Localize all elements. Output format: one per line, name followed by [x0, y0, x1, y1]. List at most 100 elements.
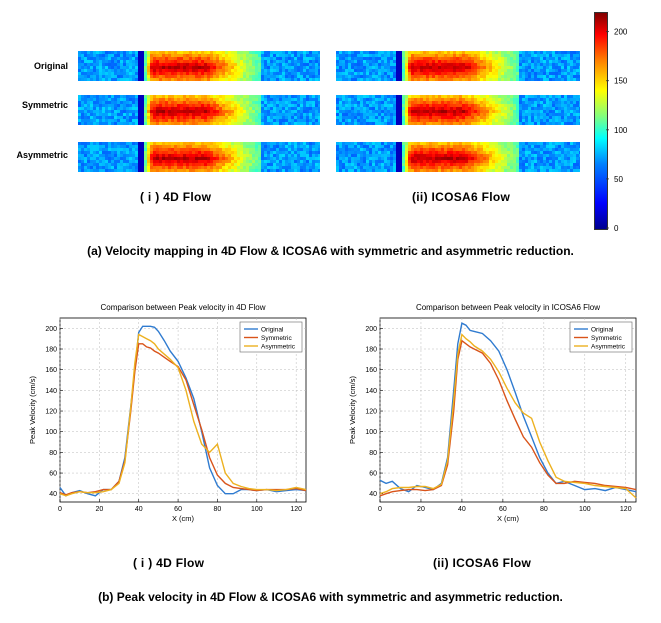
velocity-cell: [240, 107, 243, 110]
velocity-cell: [474, 160, 477, 163]
velocity-cell: [576, 148, 579, 151]
velocity-map-icosa6-asymmetric: [336, 142, 580, 172]
velocity-cell: [501, 63, 504, 66]
velocity-cell: [495, 54, 498, 57]
velocity-cell: [375, 142, 378, 145]
velocity-cell: [378, 113, 381, 116]
velocity-cell: [492, 101, 495, 104]
velocity-cell: [210, 142, 213, 145]
velocity-cell: [441, 75, 444, 78]
velocity-cell: [513, 166, 516, 169]
velocity-cell: [156, 148, 159, 151]
velocity-cell: [381, 110, 384, 113]
velocity-cell: [261, 110, 264, 113]
velocity-cell: [561, 169, 564, 172]
velocity-cell: [255, 145, 258, 148]
velocity-cell: [561, 148, 564, 151]
velocity-cell: [432, 101, 435, 104]
velocity-cell: [285, 69, 288, 72]
velocity-cell: [441, 66, 444, 69]
velocity-cell: [207, 119, 210, 122]
velocity-cell: [342, 122, 345, 125]
velocity-cell: [243, 160, 246, 163]
velocity-cell: [129, 75, 132, 78]
velocity-cell: [342, 119, 345, 122]
velocity-cell: [384, 169, 387, 172]
velocity-cell: [576, 145, 579, 148]
velocity-cell: [150, 113, 153, 116]
velocity-cell: [339, 54, 342, 57]
velocity-cell: [429, 51, 432, 54]
velocity-cell: [144, 104, 147, 107]
velocity-cell: [246, 151, 249, 154]
velocity-cell: [360, 78, 363, 81]
velocity-cell: [285, 160, 288, 163]
velocity-cell: [570, 101, 573, 104]
velocity-cell: [471, 78, 474, 81]
velocity-cell: [90, 60, 93, 63]
velocity-cell: [96, 110, 99, 113]
velocity-cell: [177, 163, 180, 166]
velocity-cell: [501, 107, 504, 110]
velocity-cell: [540, 98, 543, 101]
velocity-cell: [414, 148, 417, 151]
velocity-cell: [234, 157, 237, 160]
velocity-cell: [210, 116, 213, 119]
velocity-cell: [255, 169, 258, 172]
velocity-cell: [273, 78, 276, 81]
velocity-cell: [219, 163, 222, 166]
velocity-cell: [540, 166, 543, 169]
velocity-cell: [348, 163, 351, 166]
velocity-cell: [300, 160, 303, 163]
velocity-cell: [201, 110, 204, 113]
velocity-cell: [162, 98, 165, 101]
velocity-cell: [132, 154, 135, 157]
velocity-cell: [444, 63, 447, 66]
velocity-cell: [318, 51, 320, 54]
velocity-cell: [561, 78, 564, 81]
velocity-cell: [396, 119, 399, 122]
velocity-cell: [216, 69, 219, 72]
velocity-cell: [99, 69, 102, 72]
velocity-cell: [576, 107, 579, 110]
velocity-cell: [573, 119, 576, 122]
velocity-cell: [135, 63, 138, 66]
velocity-cell: [156, 160, 159, 163]
velocity-cell: [528, 169, 531, 172]
velocity-cell: [129, 66, 132, 69]
velocity-cell: [84, 157, 87, 160]
velocity-cell: [171, 145, 174, 148]
velocity-cell: [249, 163, 252, 166]
velocity-cell: [165, 166, 168, 169]
velocity-cell: [510, 148, 513, 151]
velocity-cell: [138, 95, 141, 98]
velocity-cell: [477, 78, 480, 81]
velocity-cell: [408, 145, 411, 148]
velocity-cell: [174, 119, 177, 122]
velocity-cell: [420, 145, 423, 148]
velocity-cell: [243, 63, 246, 66]
velocity-cell: [396, 107, 399, 110]
velocity-cell: [288, 116, 291, 119]
velocity-cell: [411, 54, 414, 57]
velocity-cell: [558, 66, 561, 69]
velocity-cell: [342, 142, 345, 145]
velocity-cell: [570, 104, 573, 107]
velocity-cell: [543, 69, 546, 72]
velocity-cell: [480, 104, 483, 107]
velocity-cell: [165, 107, 168, 110]
velocity-cell: [231, 142, 234, 145]
velocity-cell: [348, 75, 351, 78]
velocity-cell: [222, 66, 225, 69]
velocity-cell: [345, 169, 348, 172]
velocity-cell: [114, 145, 117, 148]
velocity-cell: [210, 154, 213, 157]
velocity-cell: [510, 160, 513, 163]
velocity-cell: [408, 54, 411, 57]
velocity-cell: [306, 75, 309, 78]
velocity-cell: [495, 95, 498, 98]
velocity-cell: [192, 145, 195, 148]
velocity-cell: [528, 157, 531, 160]
velocity-cell: [234, 110, 237, 113]
velocity-cell: [378, 98, 381, 101]
